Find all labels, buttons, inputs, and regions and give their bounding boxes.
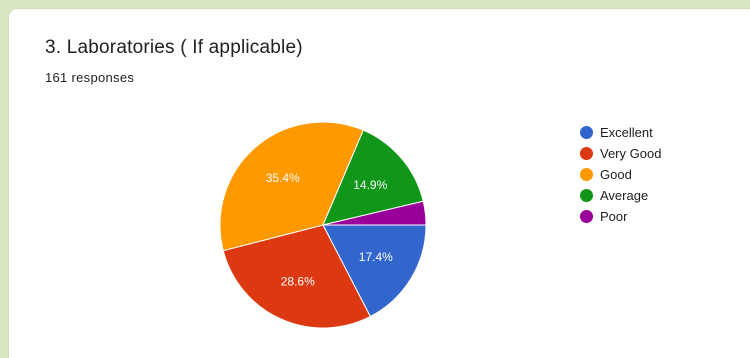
pie-slice-poor[interactable]: [322, 200, 427, 226]
legend-item-good[interactable]: Good: [580, 164, 661, 185]
legend-label: Poor: [600, 209, 628, 224]
slice-label-average: 14.9%: [353, 178, 387, 192]
legend-label: Average: [600, 188, 649, 203]
legend-item-very-good[interactable]: Very Good: [580, 143, 661, 164]
pie-chart: 17.4% 28.6% 35.4% 14.9%: [219, 121, 427, 329]
legend-label: Very Good: [600, 146, 662, 161]
legend-item-excellent[interactable]: Excellent: [580, 122, 661, 143]
chart-legend: Excellent Very Good Good Average Poor: [580, 122, 661, 227]
slice-label-very-good: 28.6%: [281, 274, 315, 288]
pie-slice-good[interactable]: [219, 121, 364, 252]
legend-swatch: [580, 189, 593, 202]
slice-label-excellent: 17.4%: [359, 250, 393, 264]
legend-swatch: [580, 147, 593, 160]
legend-swatch: [580, 126, 593, 139]
legend-swatch: [580, 168, 593, 181]
response-count: 161 responses: [45, 70, 135, 85]
pie-slice-very-good[interactable]: [222, 224, 372, 329]
legend-item-poor[interactable]: Poor: [580, 206, 661, 227]
legend-swatch: [580, 210, 593, 223]
legend-label: Excellent: [600, 125, 653, 140]
slice-label-good: 35.4%: [266, 171, 300, 185]
legend-label: Good: [600, 167, 632, 182]
question-title: 3. Laboratories ( If applicable): [45, 37, 303, 58]
pie-slice-average[interactable]: [322, 129, 424, 226]
legend-item-average[interactable]: Average: [580, 185, 661, 206]
question-card: 3. Laboratories ( If applicable) 161 res…: [9, 9, 750, 358]
pie-slice-excellent[interactable]: [322, 224, 427, 318]
